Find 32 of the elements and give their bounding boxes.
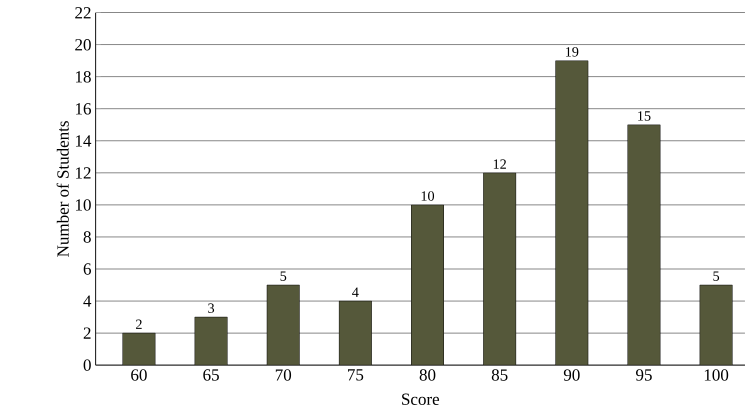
y-tick-label: 2 <box>84 327 91 339</box>
y-tick-label: 18 <box>76 71 91 82</box>
data-label: 4 <box>352 288 359 297</box>
x-tick-label: 95 <box>636 369 652 381</box>
x-tick-label: 75 <box>348 369 364 381</box>
x-tick-label: 70 <box>276 369 292 381</box>
data-label: 2 <box>136 319 142 329</box>
y-tick-label: 22 <box>75 7 91 18</box>
data-label: 15 <box>638 111 650 121</box>
data-label: 5 <box>280 271 286 281</box>
data-label: 10 <box>422 191 434 201</box>
x-tick-label: 85 <box>492 369 508 381</box>
y-tick-label: 10 <box>76 199 91 211</box>
y-tick-label: 14 <box>76 135 92 146</box>
y-tick-label: 4 <box>83 295 92 307</box>
y-tick-label: 8 <box>84 231 91 243</box>
data-label: 5 <box>713 271 720 281</box>
x-tick-label: 80 <box>420 369 436 381</box>
y-tick-label: 12 <box>76 167 91 178</box>
data-label: 12 <box>494 159 506 169</box>
y-tick-label: 16 <box>76 103 91 115</box>
y-tick-label: 0 <box>84 359 91 371</box>
x-tick-label: 65 <box>203 369 219 381</box>
y-axis-title: Number of Students <box>56 121 69 257</box>
y-tick-label: 20 <box>75 39 91 50</box>
x-tick-label: 60 <box>131 369 147 381</box>
x-axis-title: Score <box>402 393 440 405</box>
x-tick-label: 90 <box>564 369 580 381</box>
data-label: 19 <box>566 47 578 57</box>
data-label: 3 <box>208 303 214 313</box>
y-tick-label: 6 <box>84 263 91 275</box>
x-tick-label: 100 <box>704 369 728 381</box>
